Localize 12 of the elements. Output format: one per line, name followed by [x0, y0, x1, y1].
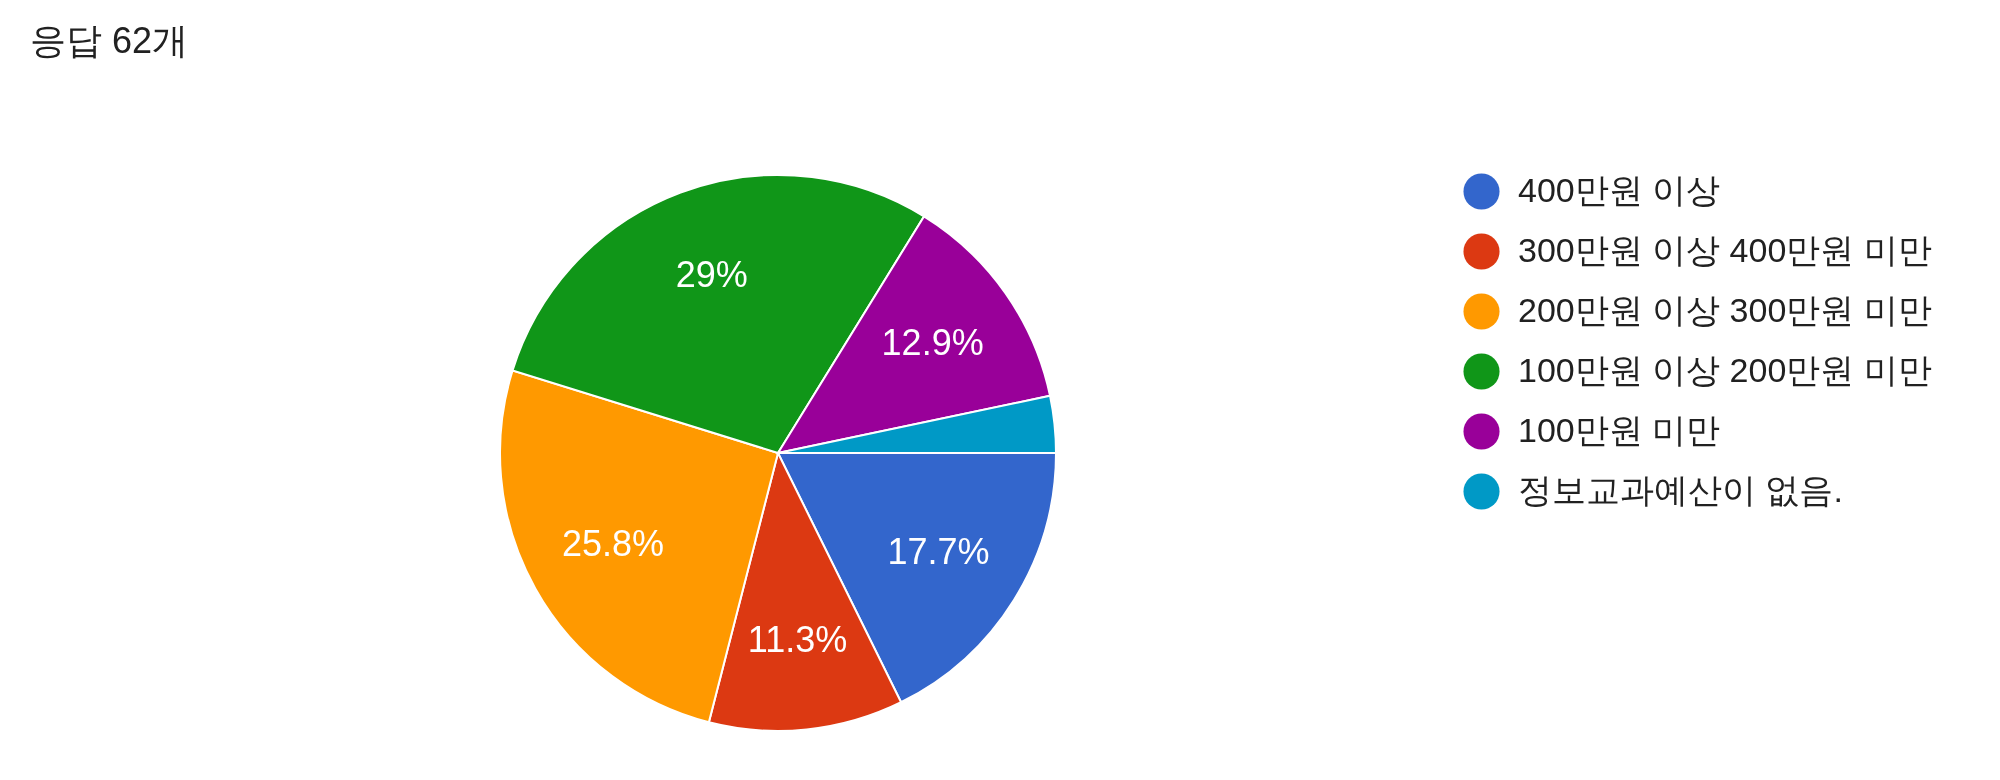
legend-label: 100만원 이상 200만원 미만 — [1518, 350, 1932, 389]
text: 응답 62개 — [30, 20, 189, 61]
data-label: 11.3% — [747, 618, 848, 660]
data-label: 25.8% — [561, 523, 664, 565]
data-label: 29% — [675, 253, 748, 295]
legend-label: 200만원 이상 300만원 미만 — [1518, 290, 1932, 329]
data-label: 17.7% — [887, 530, 990, 572]
data-label: 12.9% — [881, 322, 984, 364]
legend-label: 300만원 이상 400만원 미만 — [1518, 230, 1932, 269]
legend-label: 100만원 미만 — [1518, 410, 1721, 449]
legend-label: 400만원 이상 — [1518, 170, 1721, 209]
legend-label: 정보교과예산이 없음. — [1518, 470, 1843, 509]
